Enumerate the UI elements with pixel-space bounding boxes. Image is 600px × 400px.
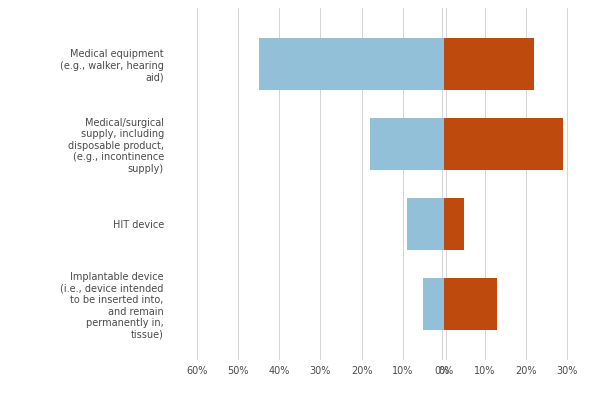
Bar — [407, 198, 444, 250]
Bar — [444, 198, 464, 250]
Bar — [444, 118, 563, 170]
Bar — [370, 118, 444, 170]
Bar — [423, 278, 444, 330]
Bar — [444, 38, 535, 90]
Bar — [444, 278, 497, 330]
Bar — [259, 38, 444, 90]
